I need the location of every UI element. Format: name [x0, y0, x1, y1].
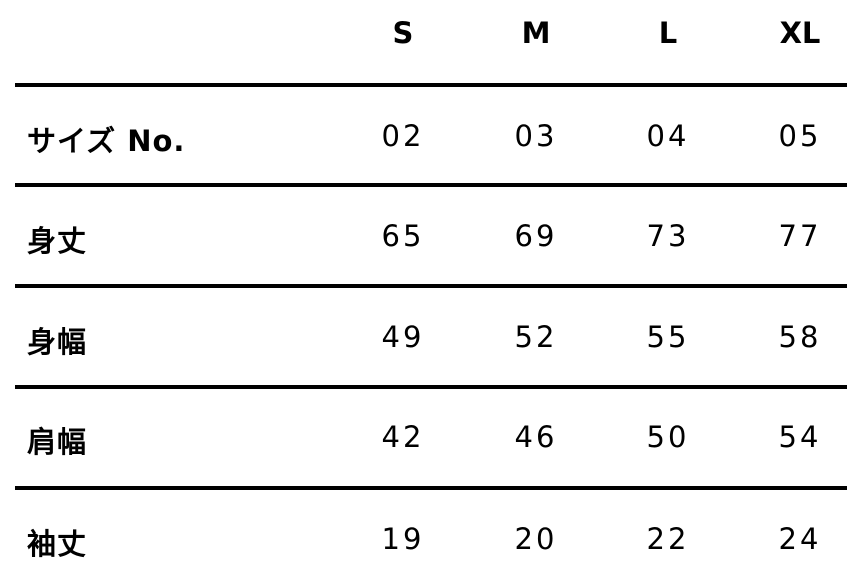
- row-divider: [15, 284, 847, 288]
- table-cell: 49: [381, 320, 425, 354]
- table-cell: 46: [514, 420, 558, 454]
- table-row: 身丈 65 69 73 77: [0, 212, 847, 262]
- row-divider: [15, 486, 847, 490]
- row-label: 身幅: [27, 325, 88, 359]
- table-row: 肩幅 42 46 50 54: [0, 413, 847, 463]
- row-label: 袖丈: [27, 527, 88, 561]
- table-row: サイズ No. 02 03 04 05: [0, 112, 847, 162]
- table-cell: 69: [514, 219, 558, 253]
- table-cell: 50: [646, 420, 690, 454]
- row-label: 身丈: [27, 224, 88, 258]
- row-divider: [15, 83, 847, 87]
- table-row: 袖丈 19 20 22 24: [0, 515, 847, 565]
- row-divider: [15, 183, 847, 187]
- row-label: 肩幅: [27, 425, 88, 459]
- header-m: M: [521, 16, 551, 50]
- table-cell: 20: [514, 522, 558, 556]
- row-label: サイズ No.: [27, 124, 186, 158]
- header-s: S: [392, 16, 414, 50]
- table-cell: 52: [514, 320, 558, 354]
- table-cell: 22: [646, 522, 690, 556]
- table-cell: 03: [514, 119, 558, 153]
- table-cell: 73: [646, 219, 690, 253]
- table-cell: 55: [646, 320, 690, 354]
- header-xl: XL: [779, 16, 821, 50]
- table-cell: 65: [381, 219, 425, 253]
- table-cell: 04: [646, 119, 690, 153]
- table-cell: 77: [778, 219, 822, 253]
- table-row: 身幅 49 52 55 58: [0, 313, 847, 363]
- table-cell: 24: [778, 522, 822, 556]
- table-cell: 58: [778, 320, 822, 354]
- table-cell: 05: [778, 119, 822, 153]
- header-l: L: [658, 16, 678, 50]
- table-cell: 19: [381, 522, 425, 556]
- table-cell: 02: [381, 119, 425, 153]
- table-cell: 42: [381, 420, 425, 454]
- table-cell: 54: [778, 420, 822, 454]
- row-divider: [15, 385, 847, 389]
